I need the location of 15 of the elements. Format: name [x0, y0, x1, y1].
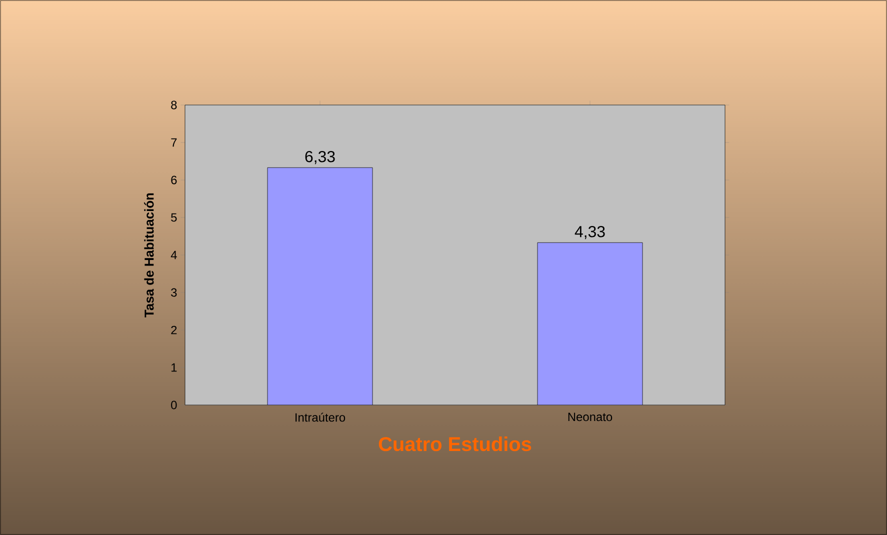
x-axis-title: Cuatro Estudios	[378, 436, 532, 452]
y-tick-label: 7	[171, 138, 177, 147]
y-tick-label: 4	[170, 250, 177, 260]
y-axis-title: Tasa de Habituación	[144, 193, 154, 318]
data-label: 4,33	[574, 226, 605, 240]
x-tick-label: Neonato	[568, 412, 612, 422]
y-tick-label: 6	[171, 176, 177, 184]
x-tick-label: Intraútero	[296, 412, 346, 422]
data-label: 6,33	[305, 150, 335, 164]
y-tick-label: 0	[171, 400, 177, 410]
y-tick-label: 1	[171, 363, 177, 372]
y-tick-label: 2	[171, 326, 177, 334]
y-tick-label: 3	[171, 288, 177, 297]
y-tick-label: 8	[171, 100, 177, 110]
y-tick-label: 5	[171, 213, 177, 222]
